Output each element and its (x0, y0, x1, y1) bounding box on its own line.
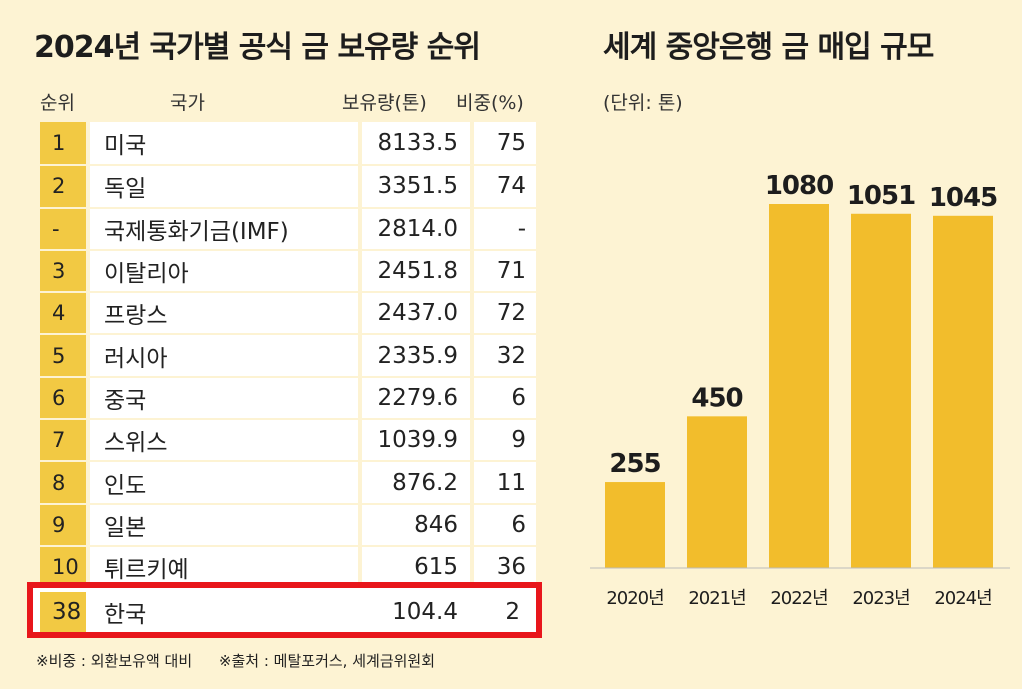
table-cell-share: 72 (474, 291, 536, 334)
table-cell-country: 인도 (90, 460, 358, 503)
header-rank: 순위 (40, 92, 75, 114)
table-cell-share: 36 (474, 544, 536, 588)
bar-value-label: 255 (609, 449, 660, 479)
table-cell-country: 중국 (90, 375, 358, 419)
source-note: ※출처 : 메탈포커스, 세계금위원회 (218, 652, 436, 670)
table-cell-country: 러시아 (90, 333, 358, 376)
table-row: 4 프랑스 2437.0 72 (40, 291, 536, 334)
table-row: 6 중국 2279.6 6 (40, 375, 536, 419)
table-cell-rank: 8 (40, 460, 86, 503)
table-cell-share: 74 (474, 164, 536, 207)
table-cell-country: 독일 (90, 164, 358, 207)
bar (769, 204, 829, 568)
table-row: - 국제통화기금(IMF) 2814.0- (40, 206, 536, 249)
table-cell-amount: 104.4 (362, 592, 470, 632)
share-note: ※비중 : 외환보유액 대비 (36, 652, 193, 670)
bar (605, 482, 665, 568)
chart-unit: (단위: 톤) (603, 92, 683, 114)
header-share: 비중(%) (456, 92, 524, 114)
table-title: 2024년 국가별 공식 금 보유량 순위 (34, 30, 481, 65)
table-cell-rank: 38 (40, 592, 86, 632)
table-cell-share: 75 (474, 122, 536, 165)
table-cell-amount: 2335.9 (362, 333, 470, 376)
table-cell-country: 이탈리아 (90, 248, 358, 292)
header-country: 국가 (170, 92, 205, 114)
table-cell-share: 6 (474, 502, 536, 545)
table-cell-amount: 846 (362, 502, 470, 545)
bar (851, 213, 911, 568)
table-cell-rank: 3 (40, 248, 86, 292)
header-amount: 보유량(톤) (342, 92, 427, 114)
table-cell-amount: 3351.5 (362, 164, 470, 207)
x-tick-label: 2022년 (770, 588, 827, 609)
table-cell-country: 프랑스 (90, 291, 358, 334)
x-tick-label: 2024년 (934, 588, 991, 609)
table-cell-amount: 615 (362, 544, 470, 588)
table-cell-rank: 9 (40, 502, 86, 545)
table-cell-amount: 8133.5 (362, 122, 470, 165)
chart-title: 세계 중앙은행 금 매입 규모 (603, 30, 934, 65)
table-cell-share: 9 (474, 418, 536, 461)
bar-value-label: 1045 (929, 183, 997, 213)
table-cell-rank: 5 (40, 333, 86, 376)
x-tick-label: 2023년 (852, 588, 909, 609)
table-cell-share: - (474, 206, 536, 249)
table-cell-rank: 10 (40, 544, 86, 588)
table-cell-rank: 1 (40, 122, 86, 165)
table-cell-rank: 4 (40, 291, 86, 334)
table-row: 9 일본 846 6 (40, 502, 536, 545)
table-cell-country: 튀르키예 (90, 544, 358, 588)
table-cell-rank: 7 (40, 418, 86, 461)
table-cell-amount: 1039.9 (362, 418, 470, 461)
table-cell-rank: 6 (40, 375, 86, 419)
table-cell-share: 11 (474, 460, 536, 503)
footnotes: ※비중 : 외환보유액 대비 ※출처 : 메탈포커스, 세계금위원회 (36, 650, 435, 671)
table-row: 10 튀르키예 615 36 (40, 544, 536, 588)
table-cell-country: 국제통화기금(IMF) (90, 206, 358, 249)
table-row: 8 인도 876.2 11 (40, 460, 536, 503)
table-row: 7 스위스 1039.9 9 (40, 418, 536, 461)
gold-purchase-bar-chart: 255 2020년 450 2021년 1080 2022년 1051 2023년 1045 20… (590, 171, 1010, 609)
highlight-row-korea: 38 한국 104.4 2 (27, 582, 542, 638)
bar (687, 416, 747, 568)
table-cell-rank: 2 (40, 164, 86, 207)
table-cell-amount: 2814.0 (362, 206, 470, 249)
x-tick-label: 2020년 (606, 588, 663, 609)
table-cell-country: 미국 (90, 122, 358, 165)
bar-value-label: 1051 (847, 181, 915, 211)
table-row: 2 독일 3351.5 74 (40, 164, 536, 207)
gold-reserve-table: 1 미국 8133.5 75 2 독일 3351.5 74- 국제통화기금(IMF) 2814.0… (40, 122, 536, 588)
table-cell-amount: 2437.0 (362, 291, 470, 334)
table-cell-country: 일본 (90, 502, 358, 545)
table-cell-amount: 876.2 (362, 460, 470, 503)
table-header: 순위 국가 보유량(톤) 비중(%) (0, 88, 560, 118)
table-cell-amount: 2279.6 (362, 375, 470, 419)
table-row: 5 러시아 2335.9 32 (40, 333, 536, 376)
table-row: 1 미국 8133.5 75 (40, 122, 536, 165)
bar-value-label: 1080 (765, 171, 833, 201)
table-cell-share: 2 (474, 592, 530, 632)
table-cell-country: 한국 (90, 592, 358, 632)
table-cell-share: 71 (474, 248, 536, 292)
bar-value-label: 450 (691, 383, 742, 413)
table-row: 3 이탈리아 2451.8 71 (40, 248, 536, 292)
table-cell-rank: - (40, 206, 86, 249)
bar (933, 215, 993, 568)
table-cell-amount: 2451.8 (362, 248, 470, 292)
x-tick-label: 2021년 (688, 588, 745, 609)
table-cell-share: 6 (474, 375, 536, 419)
table-cell-share: 32 (474, 333, 536, 376)
table-cell-country: 스위스 (90, 418, 358, 461)
